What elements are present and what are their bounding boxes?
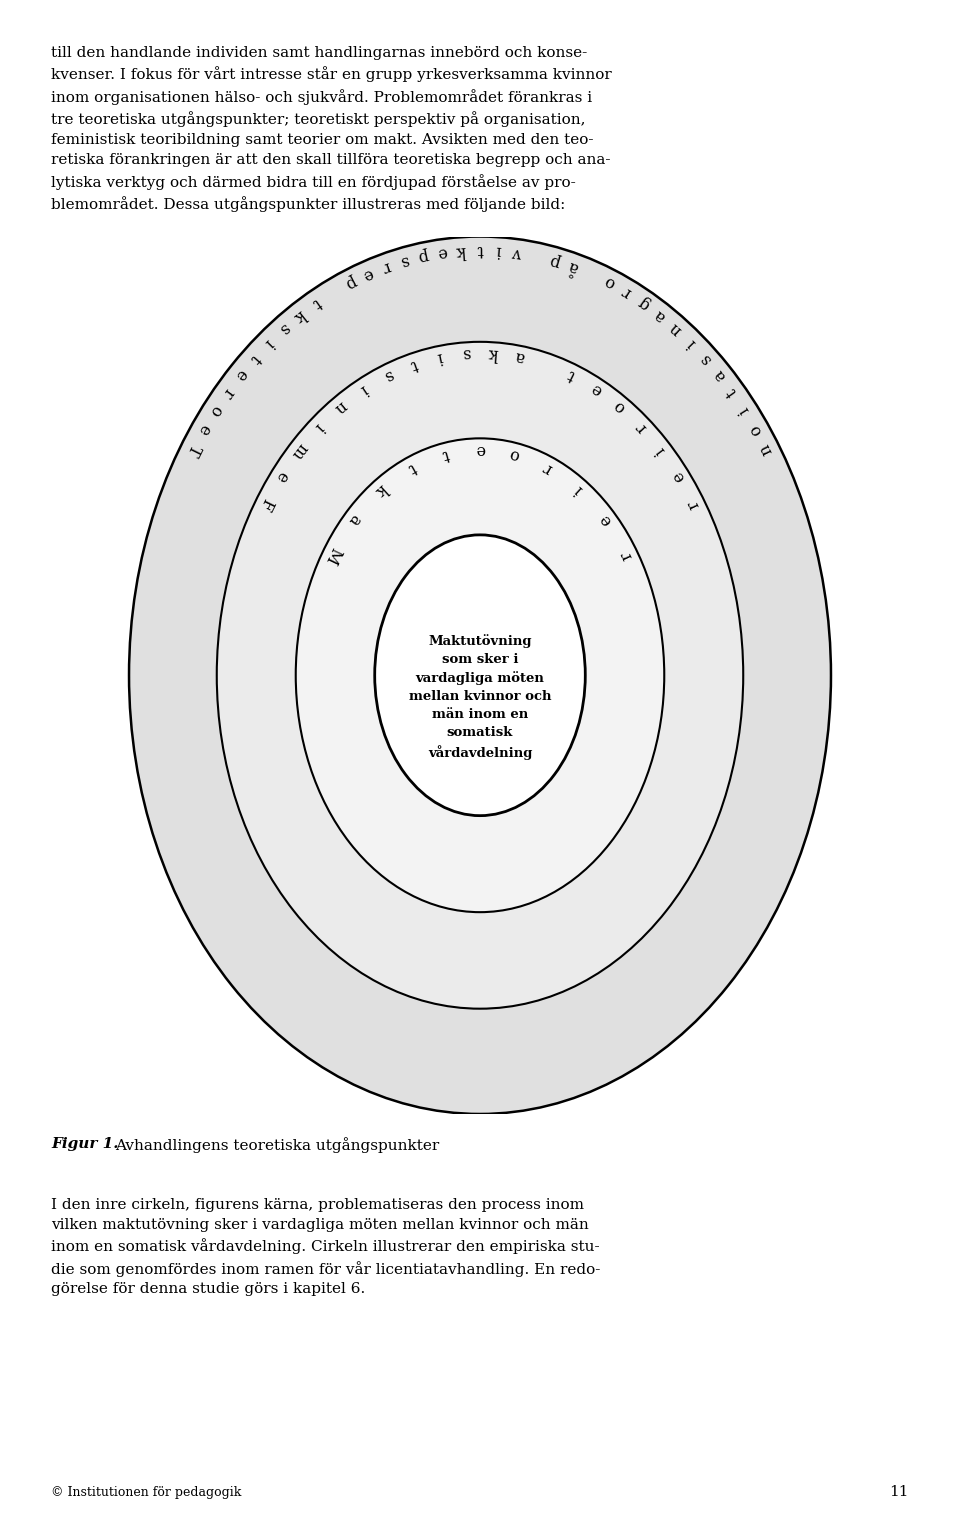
Text: i: i	[684, 336, 699, 351]
Text: e: e	[194, 421, 214, 438]
Ellipse shape	[296, 438, 664, 913]
Ellipse shape	[129, 237, 831, 1114]
Text: i: i	[261, 336, 276, 351]
Text: o: o	[205, 401, 226, 420]
Text: n: n	[666, 319, 685, 339]
Text: m: m	[288, 439, 311, 462]
Text: i: i	[571, 482, 587, 497]
Text: p: p	[342, 272, 359, 291]
Text: i: i	[736, 404, 754, 417]
Text: t: t	[246, 351, 263, 366]
Text: Maktutövning
som sker i
vardagliga möten
mellan kvinnor och
män inom en
somatisk: Maktutövning som sker i vardagliga möten…	[409, 635, 551, 760]
Text: t: t	[405, 459, 419, 476]
Text: i: i	[436, 348, 444, 366]
Text: i: i	[653, 443, 669, 458]
Text: n: n	[331, 397, 350, 417]
Ellipse shape	[374, 534, 586, 815]
Text: e: e	[588, 380, 605, 398]
Text: 11: 11	[890, 1485, 909, 1499]
Text: t: t	[408, 356, 420, 374]
Text: s: s	[380, 366, 396, 385]
Text: p: p	[417, 246, 430, 266]
Text: Avhandlingens teoretiska utgångspunkter: Avhandlingens teoretiska utgångspunkter	[115, 1137, 440, 1152]
Text: e: e	[475, 441, 485, 458]
Text: s: s	[696, 349, 714, 368]
Text: r: r	[540, 458, 556, 478]
Text: i: i	[495, 241, 502, 259]
Text: r: r	[684, 497, 704, 511]
Text: k: k	[488, 345, 499, 362]
Text: t: t	[440, 446, 450, 462]
Text: g: g	[635, 293, 653, 313]
Text: i: i	[357, 380, 371, 398]
Text: k: k	[372, 481, 391, 499]
Text: T: T	[183, 441, 204, 458]
Text: I den inre cirkeln, figurens kärna, problematiseras den process inom
vilken makt: I den inre cirkeln, figurens kärna, prob…	[51, 1198, 600, 1297]
Text: e: e	[272, 468, 291, 485]
Text: a: a	[345, 511, 364, 528]
Text: a: a	[651, 305, 669, 325]
Text: o: o	[611, 397, 629, 417]
Text: å: å	[566, 256, 581, 276]
Text: p: p	[548, 250, 563, 270]
Text: M: M	[322, 545, 345, 566]
Text: s: s	[276, 319, 293, 337]
Text: v: v	[513, 243, 523, 261]
Text: t: t	[309, 295, 324, 311]
Text: r: r	[219, 385, 237, 400]
Text: a: a	[514, 348, 526, 366]
Text: o: o	[746, 421, 766, 438]
Text: t: t	[477, 241, 483, 258]
Text: t: t	[565, 366, 579, 385]
Text: r: r	[633, 418, 650, 436]
Text: e: e	[231, 366, 251, 385]
Text: till den handlande individen samt handlingarnas innebörd och konse-
kvenser. I f: till den handlande individen samt handli…	[51, 46, 612, 212]
Text: e: e	[669, 468, 688, 485]
Text: n: n	[756, 441, 777, 458]
Text: k: k	[456, 241, 467, 259]
Text: F: F	[256, 496, 276, 513]
Text: o: o	[508, 444, 521, 464]
Text: s: s	[462, 345, 471, 362]
Text: r: r	[380, 256, 393, 276]
Text: © Institutionen för pedagogik: © Institutionen för pedagogik	[51, 1485, 241, 1499]
Text: r: r	[619, 282, 635, 301]
Text: t: t	[724, 385, 741, 400]
Text: e: e	[596, 511, 615, 528]
Text: s: s	[398, 252, 411, 270]
Text: o: o	[601, 273, 618, 291]
Text: i: i	[311, 420, 326, 435]
Text: e: e	[360, 264, 376, 284]
Text: e: e	[436, 243, 448, 261]
Ellipse shape	[217, 342, 743, 1009]
Text: a: a	[709, 366, 729, 385]
Text: Figur 1.: Figur 1.	[51, 1137, 118, 1151]
Text: k: k	[291, 305, 309, 325]
Text: r: r	[617, 548, 636, 563]
